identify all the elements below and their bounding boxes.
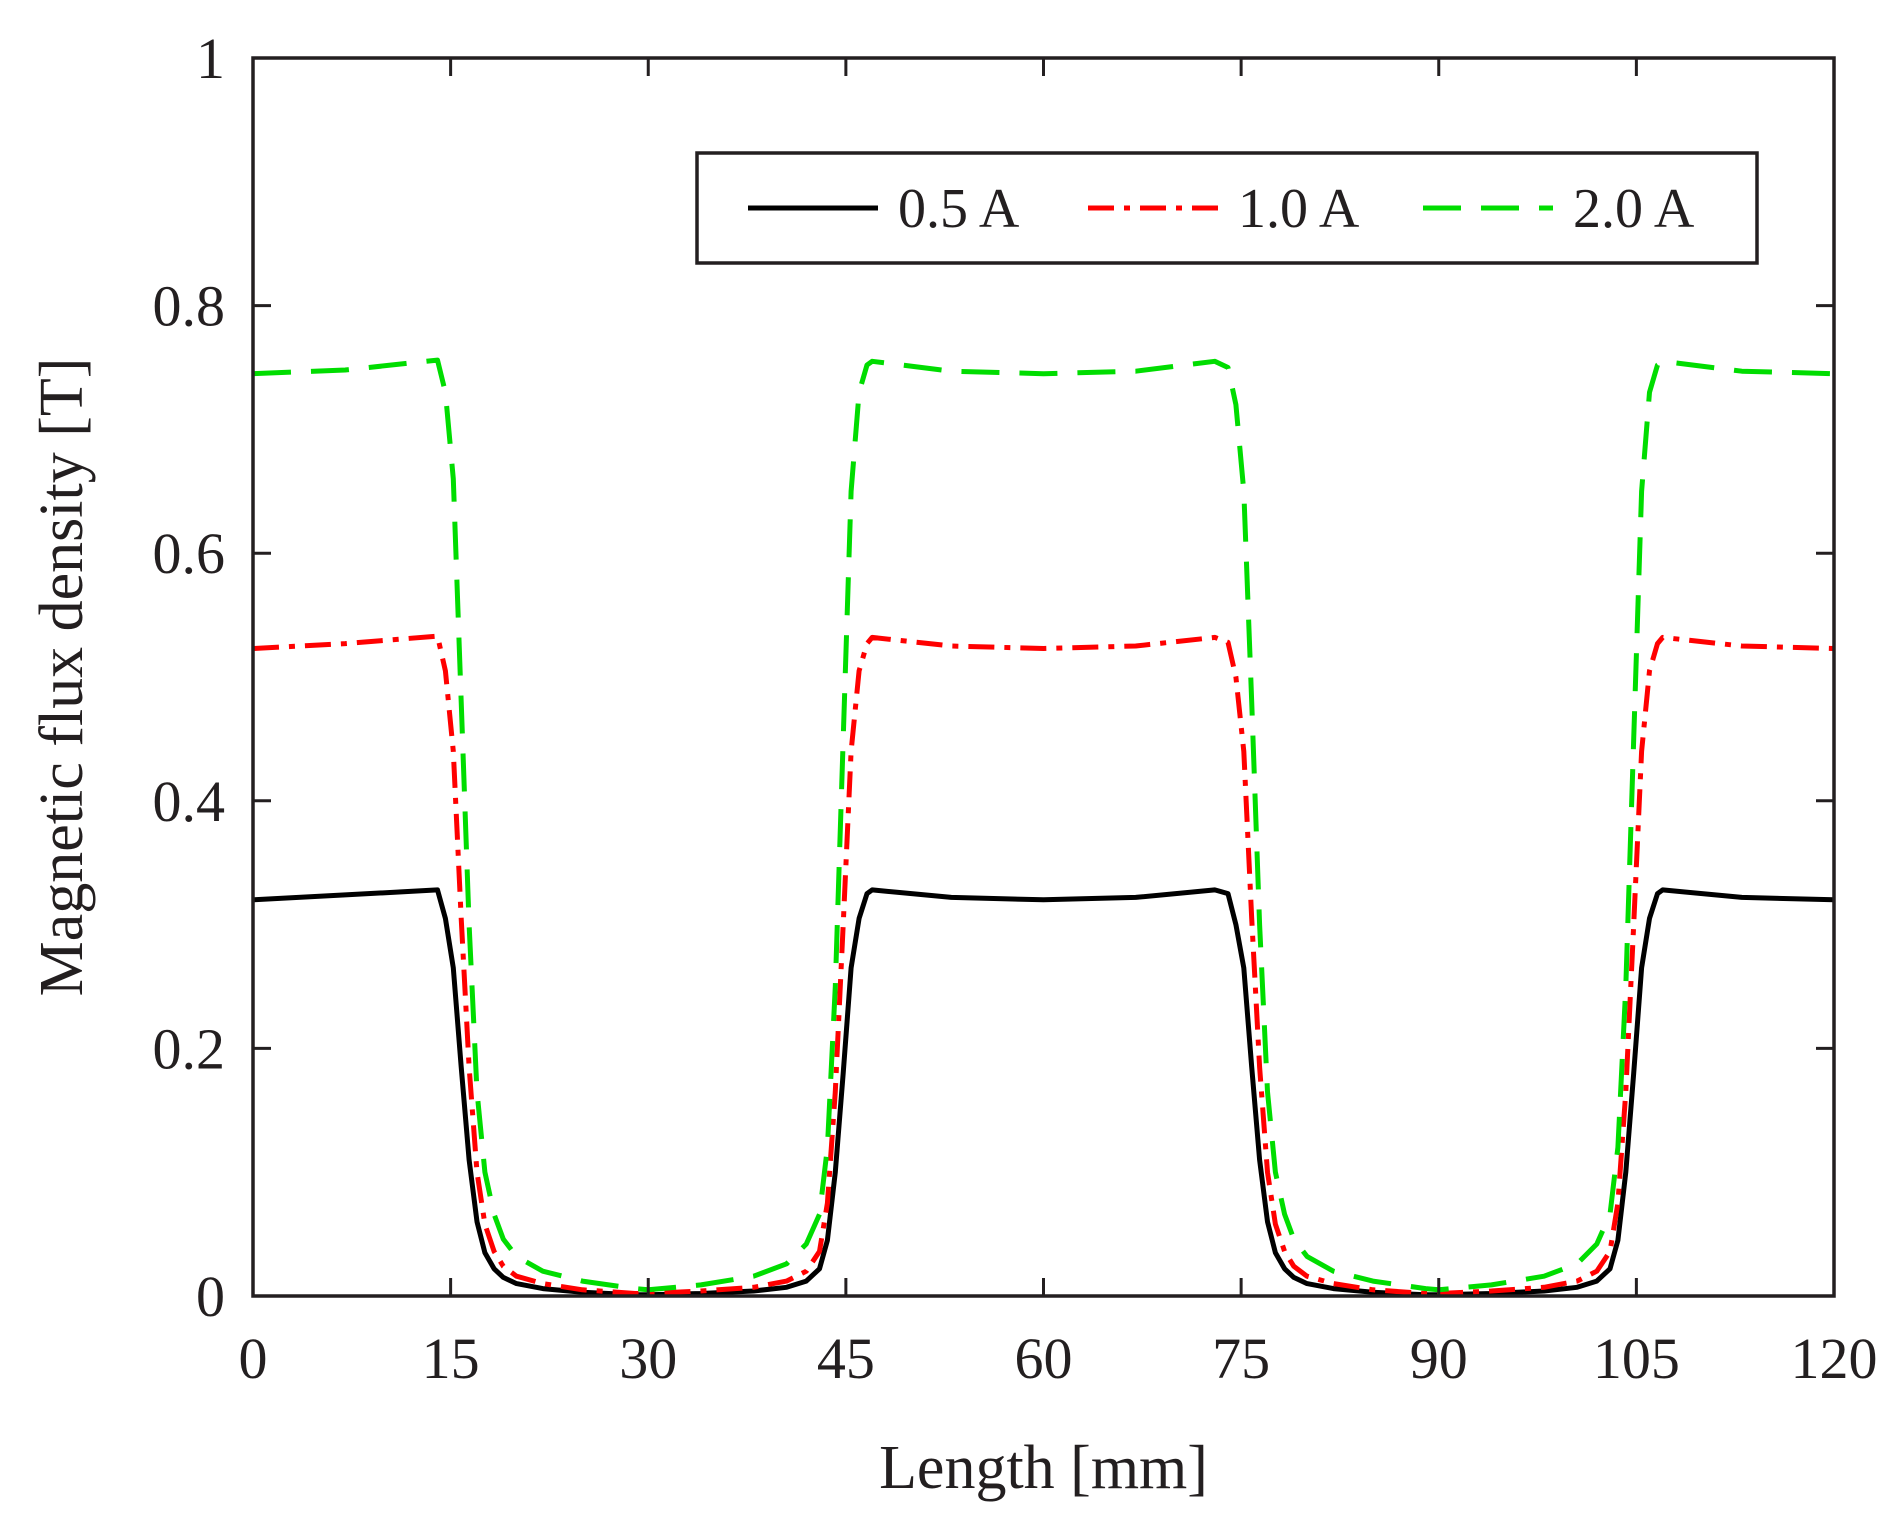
- x-axis-title: Length [mm]: [879, 1434, 1208, 1502]
- x-tick-label: 0: [239, 1326, 268, 1391]
- series-layer: [252, 357, 1835, 1298]
- y-axis-title: Magnetic flux density [T]: [28, 358, 96, 997]
- x-tick-label: 60: [1015, 1326, 1073, 1391]
- tick-layer: 0 15 30 45 60 75 90 105 120 0 0.2 0.4 0.6 0.8 1: [153, 26, 1878, 1391]
- x-tick-label: 15: [422, 1326, 480, 1391]
- y-tick-label: 0: [196, 1264, 225, 1329]
- legend: 0.5 A 1.0 A 2.0 A: [695, 151, 1759, 265]
- x-tick-label: 45: [817, 1326, 875, 1391]
- x-tick-label: 120: [1791, 1326, 1878, 1391]
- series-line-0-5-a: [252, 887, 1835, 1298]
- legend-label-0-5a: 0.5 A: [898, 178, 1020, 240]
- x-tick-label: 75: [1212, 1326, 1270, 1391]
- series-line-1-0-a: [252, 633, 1835, 1296]
- legend-label-1-0a: 1.0 A: [1238, 178, 1360, 240]
- x-tick-label: 30: [619, 1326, 677, 1391]
- x-tick-label: 90: [1410, 1326, 1468, 1391]
- series-line-2-0-a: [252, 357, 1835, 1293]
- y-tick-label: 0.6: [153, 521, 226, 586]
- legend-label-2-0a: 2.0 A: [1573, 178, 1695, 240]
- x-tick-label: 105: [1593, 1326, 1680, 1391]
- y-tick-label: 1: [196, 26, 225, 91]
- y-tick-label: 0.2: [153, 1016, 226, 1081]
- y-tick-label: 0.4: [153, 769, 226, 834]
- y-tick-label: 0.8: [153, 274, 226, 339]
